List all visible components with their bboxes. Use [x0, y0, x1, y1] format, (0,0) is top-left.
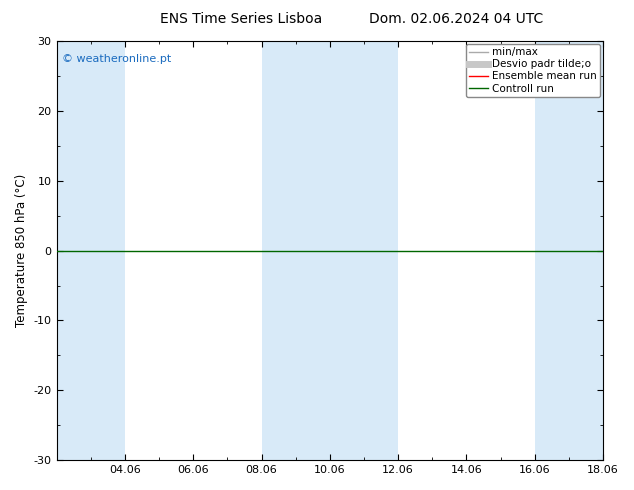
Bar	[603, 41, 634, 460]
Text: ENS Time Series Lisboa: ENS Time Series Lisboa	[160, 12, 322, 26]
Bar	[56, 41, 125, 460]
Bar	[330, 41, 398, 460]
Text: Dom. 02.06.2024 04 UTC: Dom. 02.06.2024 04 UTC	[370, 12, 543, 26]
Legend: min/max, Desvio padr tilde;o, Ensemble mean run, Controll run: min/max, Desvio padr tilde;o, Ensemble m…	[466, 44, 600, 97]
Bar	[261, 41, 330, 460]
Bar	[535, 41, 603, 460]
Text: © weatheronline.pt: © weatheronline.pt	[62, 53, 171, 64]
Y-axis label: Temperature 850 hPa (°C): Temperature 850 hPa (°C)	[15, 174, 28, 327]
